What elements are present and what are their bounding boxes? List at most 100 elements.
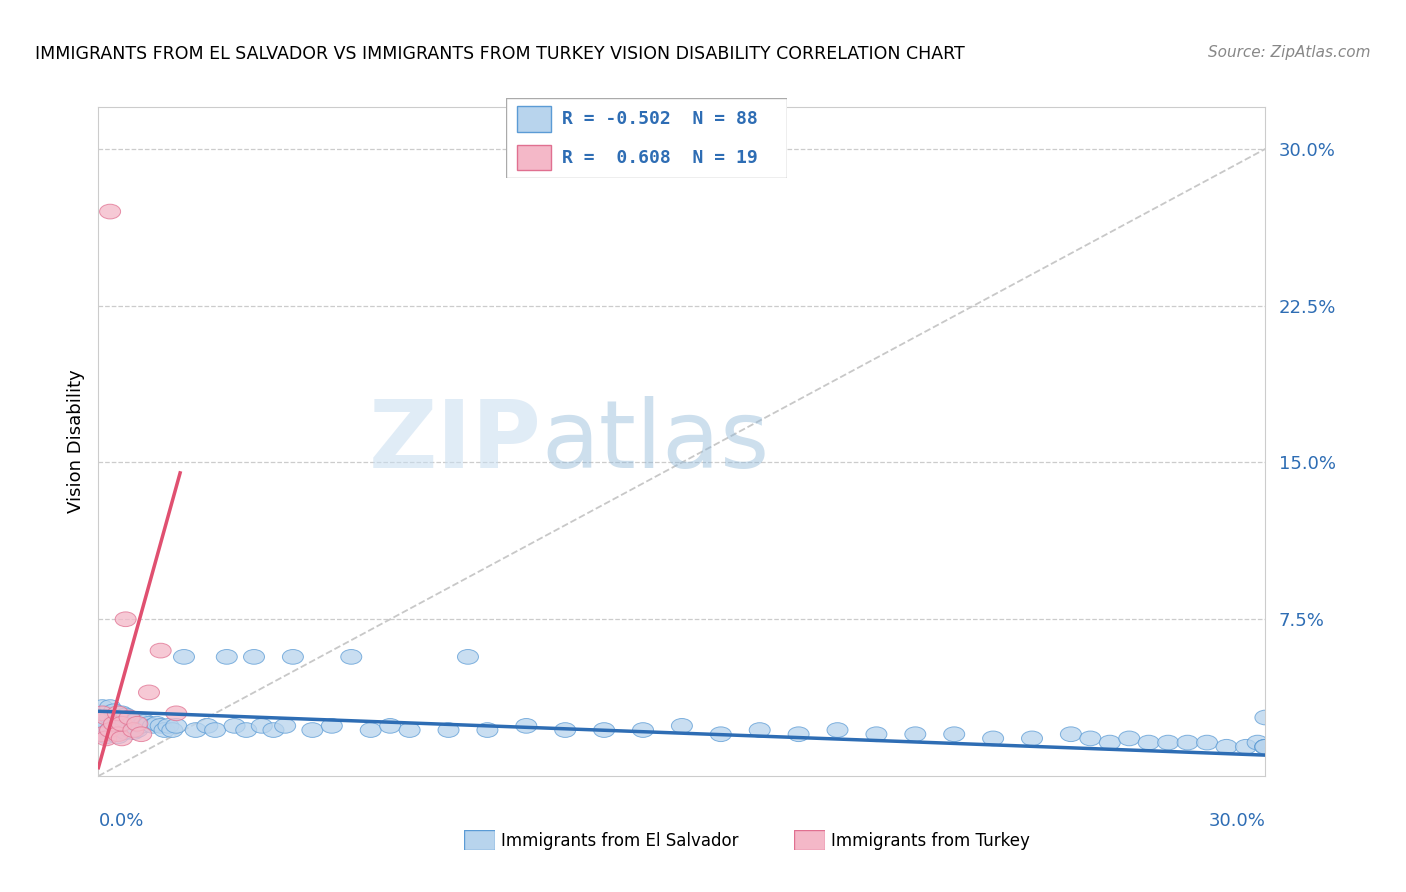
Ellipse shape: [100, 204, 121, 219]
Ellipse shape: [111, 714, 132, 729]
Ellipse shape: [710, 727, 731, 741]
Ellipse shape: [107, 710, 128, 725]
Ellipse shape: [827, 723, 848, 738]
Ellipse shape: [135, 714, 156, 729]
Ellipse shape: [120, 710, 141, 725]
Ellipse shape: [91, 706, 112, 721]
Ellipse shape: [138, 685, 159, 699]
Ellipse shape: [166, 719, 187, 733]
Ellipse shape: [96, 731, 117, 746]
Ellipse shape: [146, 716, 167, 731]
Ellipse shape: [1099, 735, 1121, 750]
Ellipse shape: [96, 706, 117, 721]
Ellipse shape: [1080, 731, 1101, 746]
Ellipse shape: [252, 719, 273, 733]
Ellipse shape: [91, 712, 112, 727]
Ellipse shape: [91, 727, 112, 741]
Ellipse shape: [186, 723, 207, 738]
Ellipse shape: [1236, 739, 1257, 754]
Ellipse shape: [127, 712, 148, 727]
Ellipse shape: [111, 716, 132, 731]
Ellipse shape: [131, 719, 152, 733]
Ellipse shape: [107, 716, 128, 731]
Ellipse shape: [122, 723, 143, 738]
Ellipse shape: [943, 727, 965, 741]
Ellipse shape: [263, 723, 284, 738]
Ellipse shape: [100, 723, 121, 738]
Ellipse shape: [115, 716, 136, 731]
Ellipse shape: [138, 716, 159, 731]
Ellipse shape: [111, 731, 132, 746]
Ellipse shape: [150, 643, 172, 658]
Text: R =  0.608  N = 19: R = 0.608 N = 19: [562, 149, 758, 167]
Ellipse shape: [91, 725, 112, 739]
Ellipse shape: [107, 727, 128, 741]
Ellipse shape: [107, 706, 128, 721]
Ellipse shape: [1157, 735, 1178, 750]
Ellipse shape: [122, 714, 143, 729]
Ellipse shape: [1256, 739, 1275, 754]
Ellipse shape: [205, 723, 225, 738]
Ellipse shape: [104, 727, 125, 741]
Ellipse shape: [1177, 735, 1198, 750]
Y-axis label: Vision Disability: Vision Disability: [66, 369, 84, 514]
Ellipse shape: [115, 708, 136, 723]
Ellipse shape: [224, 719, 245, 733]
Text: Immigrants from Turkey: Immigrants from Turkey: [831, 832, 1029, 850]
Ellipse shape: [1247, 735, 1268, 750]
Ellipse shape: [380, 719, 401, 733]
Ellipse shape: [120, 723, 141, 738]
Ellipse shape: [340, 649, 361, 665]
Ellipse shape: [236, 723, 257, 738]
Text: 30.0%: 30.0%: [1209, 812, 1265, 830]
Ellipse shape: [100, 723, 121, 738]
Text: Source: ZipAtlas.com: Source: ZipAtlas.com: [1208, 45, 1371, 60]
Text: ZIP: ZIP: [368, 395, 541, 488]
Text: IMMIGRANTS FROM EL SALVADOR VS IMMIGRANTS FROM TURKEY VISION DISABILITY CORRELAT: IMMIGRANTS FROM EL SALVADOR VS IMMIGRANT…: [35, 45, 965, 62]
Ellipse shape: [983, 731, 1004, 746]
Ellipse shape: [399, 723, 420, 738]
Ellipse shape: [217, 649, 238, 665]
Ellipse shape: [107, 729, 128, 744]
Ellipse shape: [439, 723, 458, 738]
Ellipse shape: [322, 719, 342, 733]
Ellipse shape: [115, 725, 136, 739]
Ellipse shape: [104, 716, 125, 731]
Ellipse shape: [1060, 727, 1081, 741]
Ellipse shape: [1256, 739, 1275, 754]
Bar: [517, 145, 551, 170]
Ellipse shape: [477, 723, 498, 738]
Ellipse shape: [274, 719, 295, 733]
FancyBboxPatch shape: [506, 98, 787, 178]
Ellipse shape: [1022, 731, 1042, 746]
Text: atlas: atlas: [541, 395, 770, 488]
Ellipse shape: [593, 723, 614, 738]
Ellipse shape: [905, 727, 925, 741]
Ellipse shape: [131, 727, 152, 741]
Ellipse shape: [127, 716, 148, 731]
Ellipse shape: [155, 723, 176, 738]
Text: R = -0.502  N = 88: R = -0.502 N = 88: [562, 110, 758, 128]
Ellipse shape: [283, 649, 304, 665]
Ellipse shape: [104, 704, 125, 719]
Ellipse shape: [672, 719, 692, 733]
Ellipse shape: [100, 710, 121, 725]
Ellipse shape: [302, 723, 323, 738]
Ellipse shape: [1119, 731, 1140, 746]
Text: Immigrants from El Salvador: Immigrants from El Salvador: [501, 832, 738, 850]
Ellipse shape: [111, 723, 132, 738]
Ellipse shape: [457, 649, 478, 665]
Ellipse shape: [1197, 735, 1218, 750]
Ellipse shape: [91, 699, 112, 714]
Ellipse shape: [243, 649, 264, 665]
Text: 0.0%: 0.0%: [98, 812, 143, 830]
Ellipse shape: [104, 714, 125, 729]
Ellipse shape: [142, 719, 163, 733]
Ellipse shape: [120, 712, 141, 727]
Ellipse shape: [96, 716, 117, 731]
Ellipse shape: [96, 710, 117, 725]
Ellipse shape: [1256, 739, 1275, 754]
Ellipse shape: [1256, 710, 1275, 725]
Ellipse shape: [157, 719, 179, 733]
Bar: [517, 106, 551, 132]
